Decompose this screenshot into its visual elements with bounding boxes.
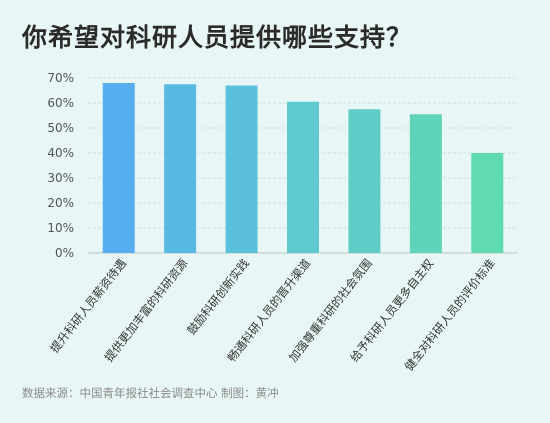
bar	[225, 85, 258, 253]
y-tick-label: 70%	[47, 71, 74, 85]
bar	[287, 101, 319, 253]
chart-title: 你希望对科研人员提供哪些支持？	[22, 23, 413, 52]
bar	[102, 83, 135, 253]
bar	[409, 114, 442, 253]
y-tick-label: 40%	[47, 146, 74, 160]
source-note: 数据来源：中国青年报社社会调查中心 制图：黄冲	[22, 386, 279, 400]
bar	[471, 153, 504, 253]
y-tick-label: 10%	[47, 221, 74, 235]
y-tick-label: 30%	[47, 171, 74, 185]
bar	[164, 84, 197, 253]
y-tick-label: 20%	[47, 196, 74, 210]
y-tick-label: 50%	[47, 121, 74, 135]
x-tick-label: 鼓励科研创新实践	[184, 256, 252, 338]
bar	[348, 109, 381, 253]
y-tick-label: 0%	[55, 246, 74, 260]
y-tick-label: 60%	[47, 96, 74, 110]
